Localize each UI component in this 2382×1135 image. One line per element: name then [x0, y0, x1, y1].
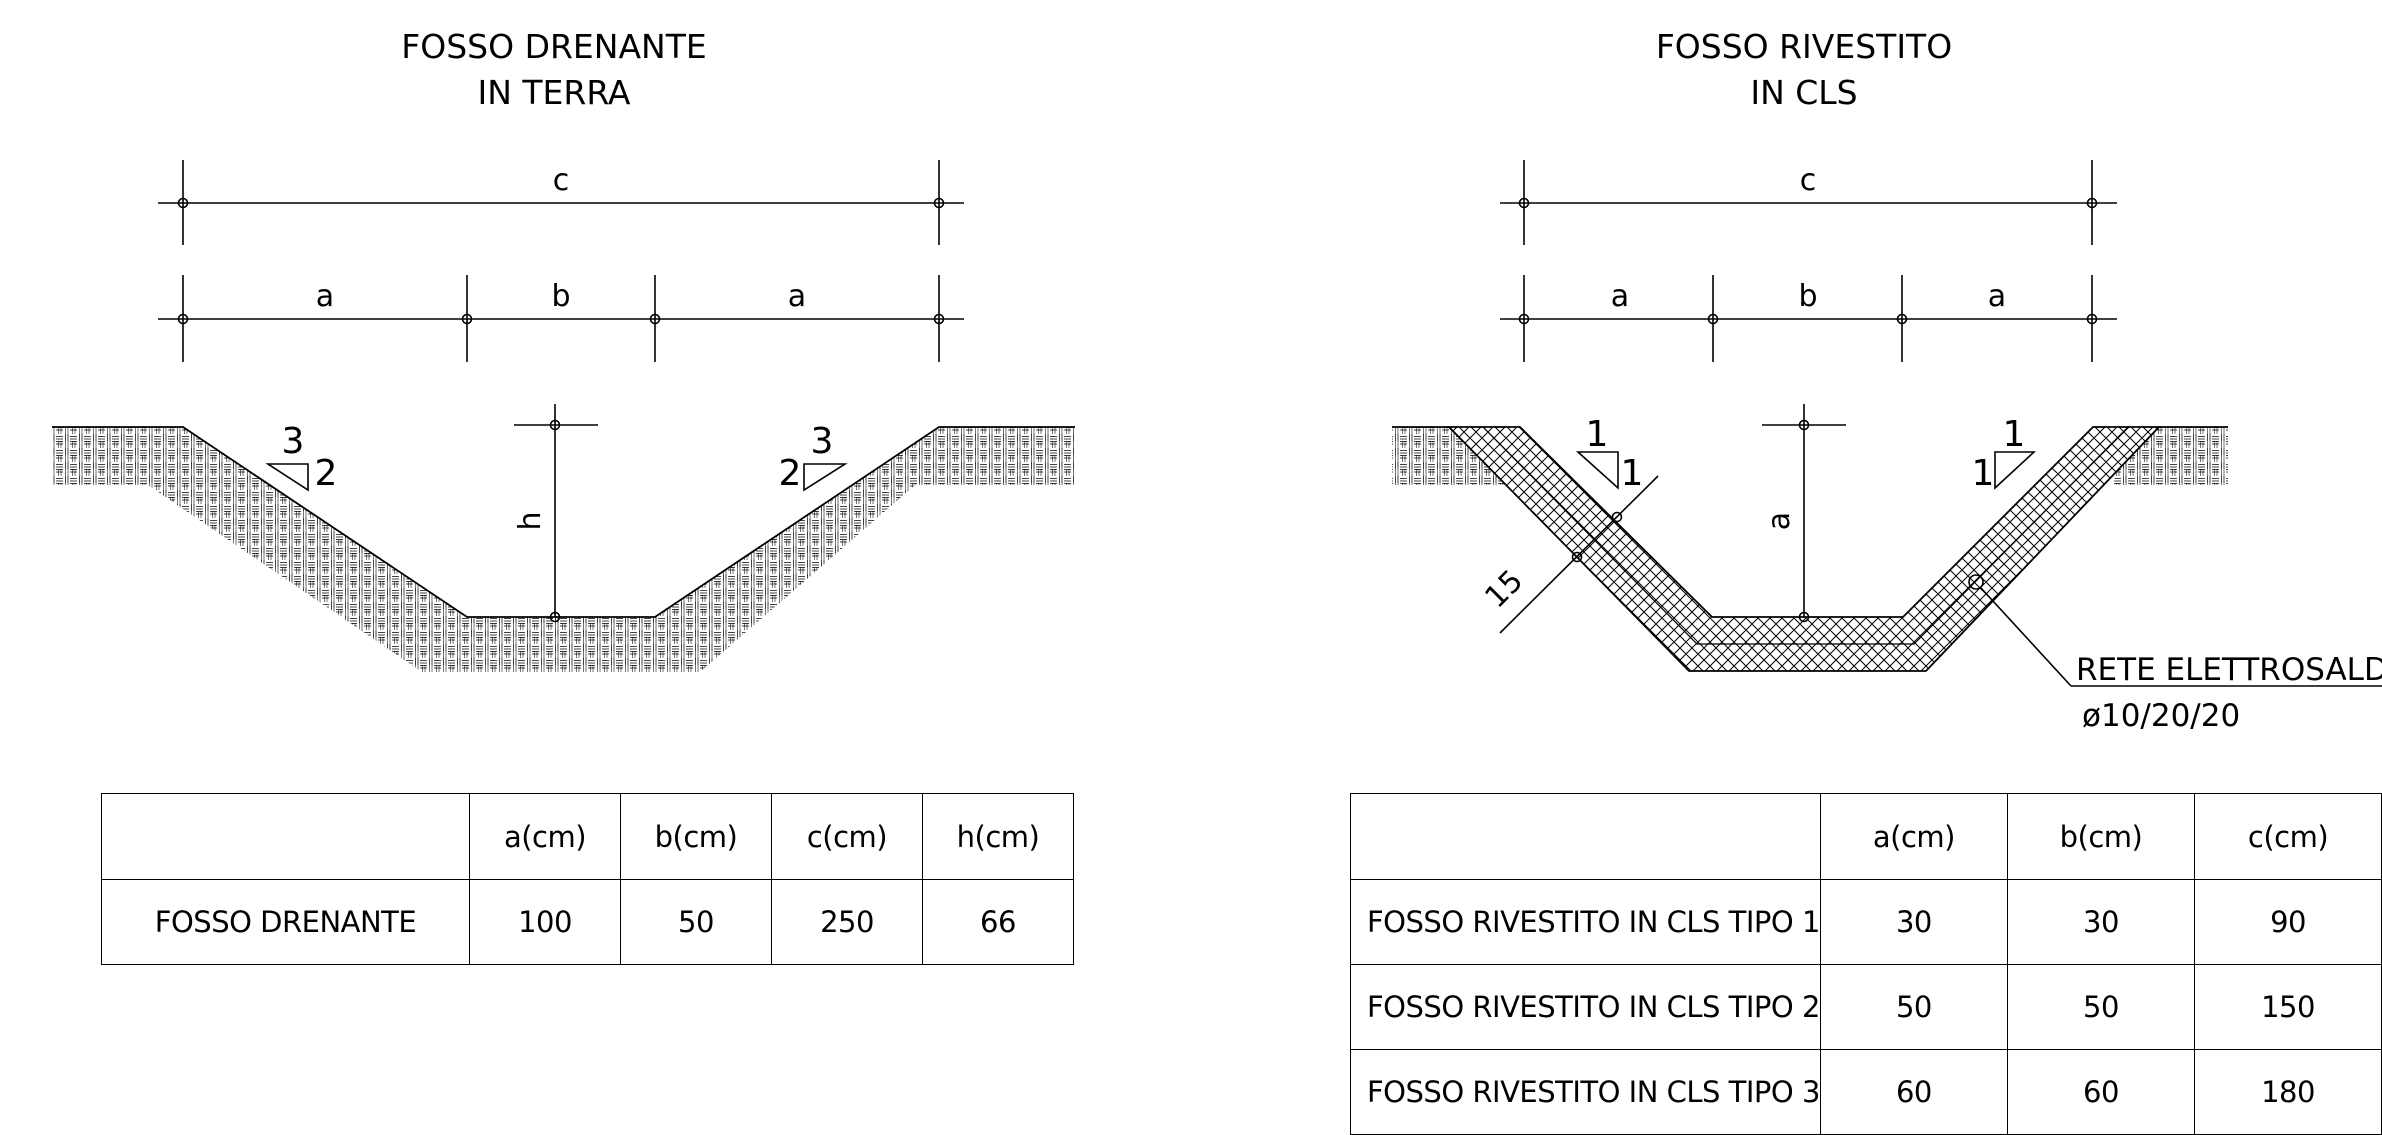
left-ditch-profile	[52, 426, 1075, 618]
right-dim-c-label: c	[1800, 163, 1817, 198]
right-mesh-line	[1482, 426, 2129, 645]
right-dimension-aba	[1500, 275, 2117, 362]
right-title-line2: IN CLS	[1750, 73, 1857, 112]
left-dimension-c	[158, 160, 964, 245]
left-slope-right-top: 3	[811, 421, 834, 462]
left-slope-triangle-left	[265, 463, 309, 492]
header-cell: a(cm)	[1819, 793, 2008, 880]
right-dim-b-label: b	[1798, 279, 1817, 314]
right-slope-triangle-left	[1575, 451, 1619, 490]
right-dim-depth-label: a	[1762, 512, 1797, 530]
table-header-row: a(cm) b(cm) c(cm) h(cm)	[101, 793, 1074, 880]
table-cell: 150	[2194, 964, 2382, 1050]
table-cell: 90	[2194, 879, 2382, 965]
left-dim-a-left-label: a	[316, 279, 334, 314]
table-row: FOSSO RIVESTITO IN CLS TIPO 2 50 50 150	[1350, 964, 2382, 1050]
right-mesh-label-line1: RETE ELETTROSALDATA	[2076, 652, 2382, 688]
table-row: FOSSO RIVESTITO IN CLS TIPO 1 30 30 90	[1350, 879, 2382, 965]
table-cell: 60	[2006, 1049, 2196, 1135]
table-cell: 50	[2006, 964, 2196, 1050]
right-thickness-label: 15	[1478, 563, 1530, 615]
header-cell: a(cm)	[469, 793, 621, 880]
table-cell: 60	[1819, 1049, 2008, 1135]
right-mesh-leader	[1968, 574, 2382, 687]
header-cell: b(cm)	[2006, 793, 2196, 880]
header-cell: c(cm)	[2194, 793, 2382, 880]
row-label-cell: FOSSO RIVESTITO IN CLS TIPO 3	[1350, 1049, 1821, 1135]
header-cell	[1350, 793, 1821, 880]
left-dim-h-label: h	[513, 511, 548, 530]
row-label-cell: FOSSO DRENANTE	[101, 879, 470, 965]
table-cell: 50	[620, 879, 772, 965]
right-slope-right-top: 1	[2003, 414, 2026, 455]
table-cell: 30	[2006, 879, 2196, 965]
left-dim-a-right-label: a	[788, 279, 806, 314]
row-label-cell: FOSSO RIVESTITO IN CLS TIPO 1	[1350, 879, 1821, 965]
left-slope-right-side: 2	[779, 453, 802, 494]
right-ground-left	[1392, 427, 1519, 485]
left-slope-left-side: 2	[315, 453, 338, 494]
left-dim-c-label: c	[553, 163, 570, 198]
table-cell: 66	[922, 879, 1074, 965]
right-dimension-thickness	[1499, 475, 1659, 634]
header-cell	[101, 793, 470, 880]
header-cell: h(cm)	[922, 793, 1074, 880]
drawing-canvas: FOSSO DRENANTE IN TERRA c a b a	[52, 27, 2382, 734]
table-cell: 50	[1819, 964, 2008, 1050]
table-row: FOSSO RIVESTITO IN CLS TIPO 3 60 60 180	[1350, 1049, 2382, 1135]
right-table: a(cm) b(cm) c(cm) FOSSO RIVESTITO IN CLS…	[1350, 793, 2382, 1135]
right-slope-left-top: 1	[1586, 414, 1609, 455]
right-slope-left-side: 1	[1621, 453, 1644, 494]
left-dimension-h	[514, 404, 598, 623]
right-dimension-depth	[1762, 404, 1846, 623]
left-table: a(cm) b(cm) c(cm) h(cm) FOSSO DRENANTE 1…	[101, 793, 1074, 965]
table-cell: 30	[1819, 879, 2008, 965]
left-slope-triangle-right	[803, 463, 848, 492]
right-mesh-label-line2: ø10/20/20	[2082, 698, 2240, 734]
right-slope-right-side: 1	[1972, 453, 1995, 494]
right-drawing: FOSSO RIVESTITO IN CLS c a b a	[1392, 27, 2382, 734]
left-soil-section	[52, 427, 1075, 672]
right-dim-a-left-label: a	[1611, 279, 1629, 314]
table-cell: 250	[771, 879, 923, 965]
table-row: FOSSO DRENANTE 100 50 250 66	[101, 879, 1074, 965]
left-title-line2: IN TERRA	[477, 73, 630, 112]
left-drawing: FOSSO DRENANTE IN TERRA c a b a	[52, 27, 1075, 672]
header-cell: c(cm)	[771, 793, 923, 880]
row-label-cell: FOSSO RIVESTITO IN CLS TIPO 2	[1350, 964, 1821, 1050]
left-dimension-aba	[158, 275, 964, 362]
right-concrete-lining	[1446, 426, 2162, 672]
left-dim-b-label: b	[551, 279, 570, 314]
right-slope-triangle-right	[1994, 451, 2037, 490]
left-title-line1: FOSSO DRENANTE	[401, 27, 706, 66]
right-dim-a-right-label: a	[1988, 279, 2006, 314]
table-header-row: a(cm) b(cm) c(cm)	[1350, 793, 2382, 880]
right-title-line1: FOSSO RIVESTITO	[1656, 27, 1952, 66]
header-cell: b(cm)	[620, 793, 772, 880]
table-cell: 180	[2194, 1049, 2382, 1135]
left-slope-left-top: 3	[282, 421, 305, 462]
right-dimension-c	[1500, 160, 2117, 245]
table-cell: 100	[469, 879, 621, 965]
